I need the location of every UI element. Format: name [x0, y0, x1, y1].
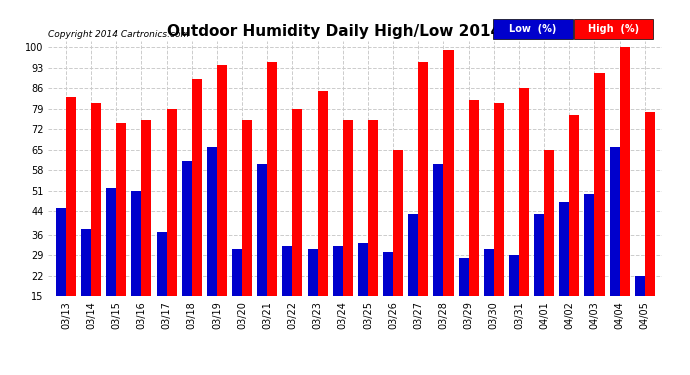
Bar: [544, 150, 554, 296]
Bar: [157, 232, 166, 296]
Bar: [81, 229, 91, 296]
Bar: [232, 249, 242, 296]
Bar: [166, 109, 177, 296]
Bar: [91, 103, 101, 296]
Bar: [519, 88, 529, 296]
Bar: [418, 62, 428, 296]
Bar: [635, 276, 644, 296]
Bar: [192, 80, 202, 296]
Bar: [141, 120, 152, 296]
Bar: [469, 100, 479, 296]
Text: High  (%): High (%): [588, 24, 640, 34]
Bar: [343, 120, 353, 296]
Bar: [620, 47, 630, 296]
Bar: [207, 147, 217, 296]
Text: Copyright 2014 Cartronics.com: Copyright 2014 Cartronics.com: [48, 30, 190, 39]
Bar: [383, 252, 393, 296]
Bar: [106, 188, 116, 296]
Bar: [484, 249, 494, 296]
Bar: [217, 65, 227, 296]
Bar: [393, 150, 403, 296]
Bar: [444, 50, 453, 296]
Bar: [56, 209, 66, 296]
Bar: [267, 62, 277, 296]
Bar: [644, 112, 655, 296]
Title: Outdoor Humidity Daily High/Low 20140406: Outdoor Humidity Daily High/Low 20140406: [167, 24, 544, 39]
Bar: [569, 114, 580, 296]
Bar: [509, 255, 519, 296]
Bar: [408, 214, 418, 296]
Bar: [116, 123, 126, 296]
Bar: [534, 214, 544, 296]
Bar: [181, 161, 192, 296]
Bar: [333, 246, 343, 296]
Bar: [282, 246, 293, 296]
Bar: [559, 202, 569, 296]
Bar: [358, 243, 368, 296]
Bar: [293, 109, 302, 296]
Bar: [257, 164, 267, 296]
Bar: [368, 120, 378, 296]
Bar: [494, 103, 504, 296]
Bar: [459, 258, 469, 296]
Bar: [317, 91, 328, 296]
Bar: [242, 120, 252, 296]
Bar: [584, 194, 595, 296]
Bar: [433, 164, 444, 296]
Bar: [66, 97, 76, 296]
Bar: [595, 74, 604, 296]
Text: Low  (%): Low (%): [509, 24, 557, 34]
Bar: [131, 191, 141, 296]
Bar: [308, 249, 317, 296]
Bar: [609, 147, 620, 296]
